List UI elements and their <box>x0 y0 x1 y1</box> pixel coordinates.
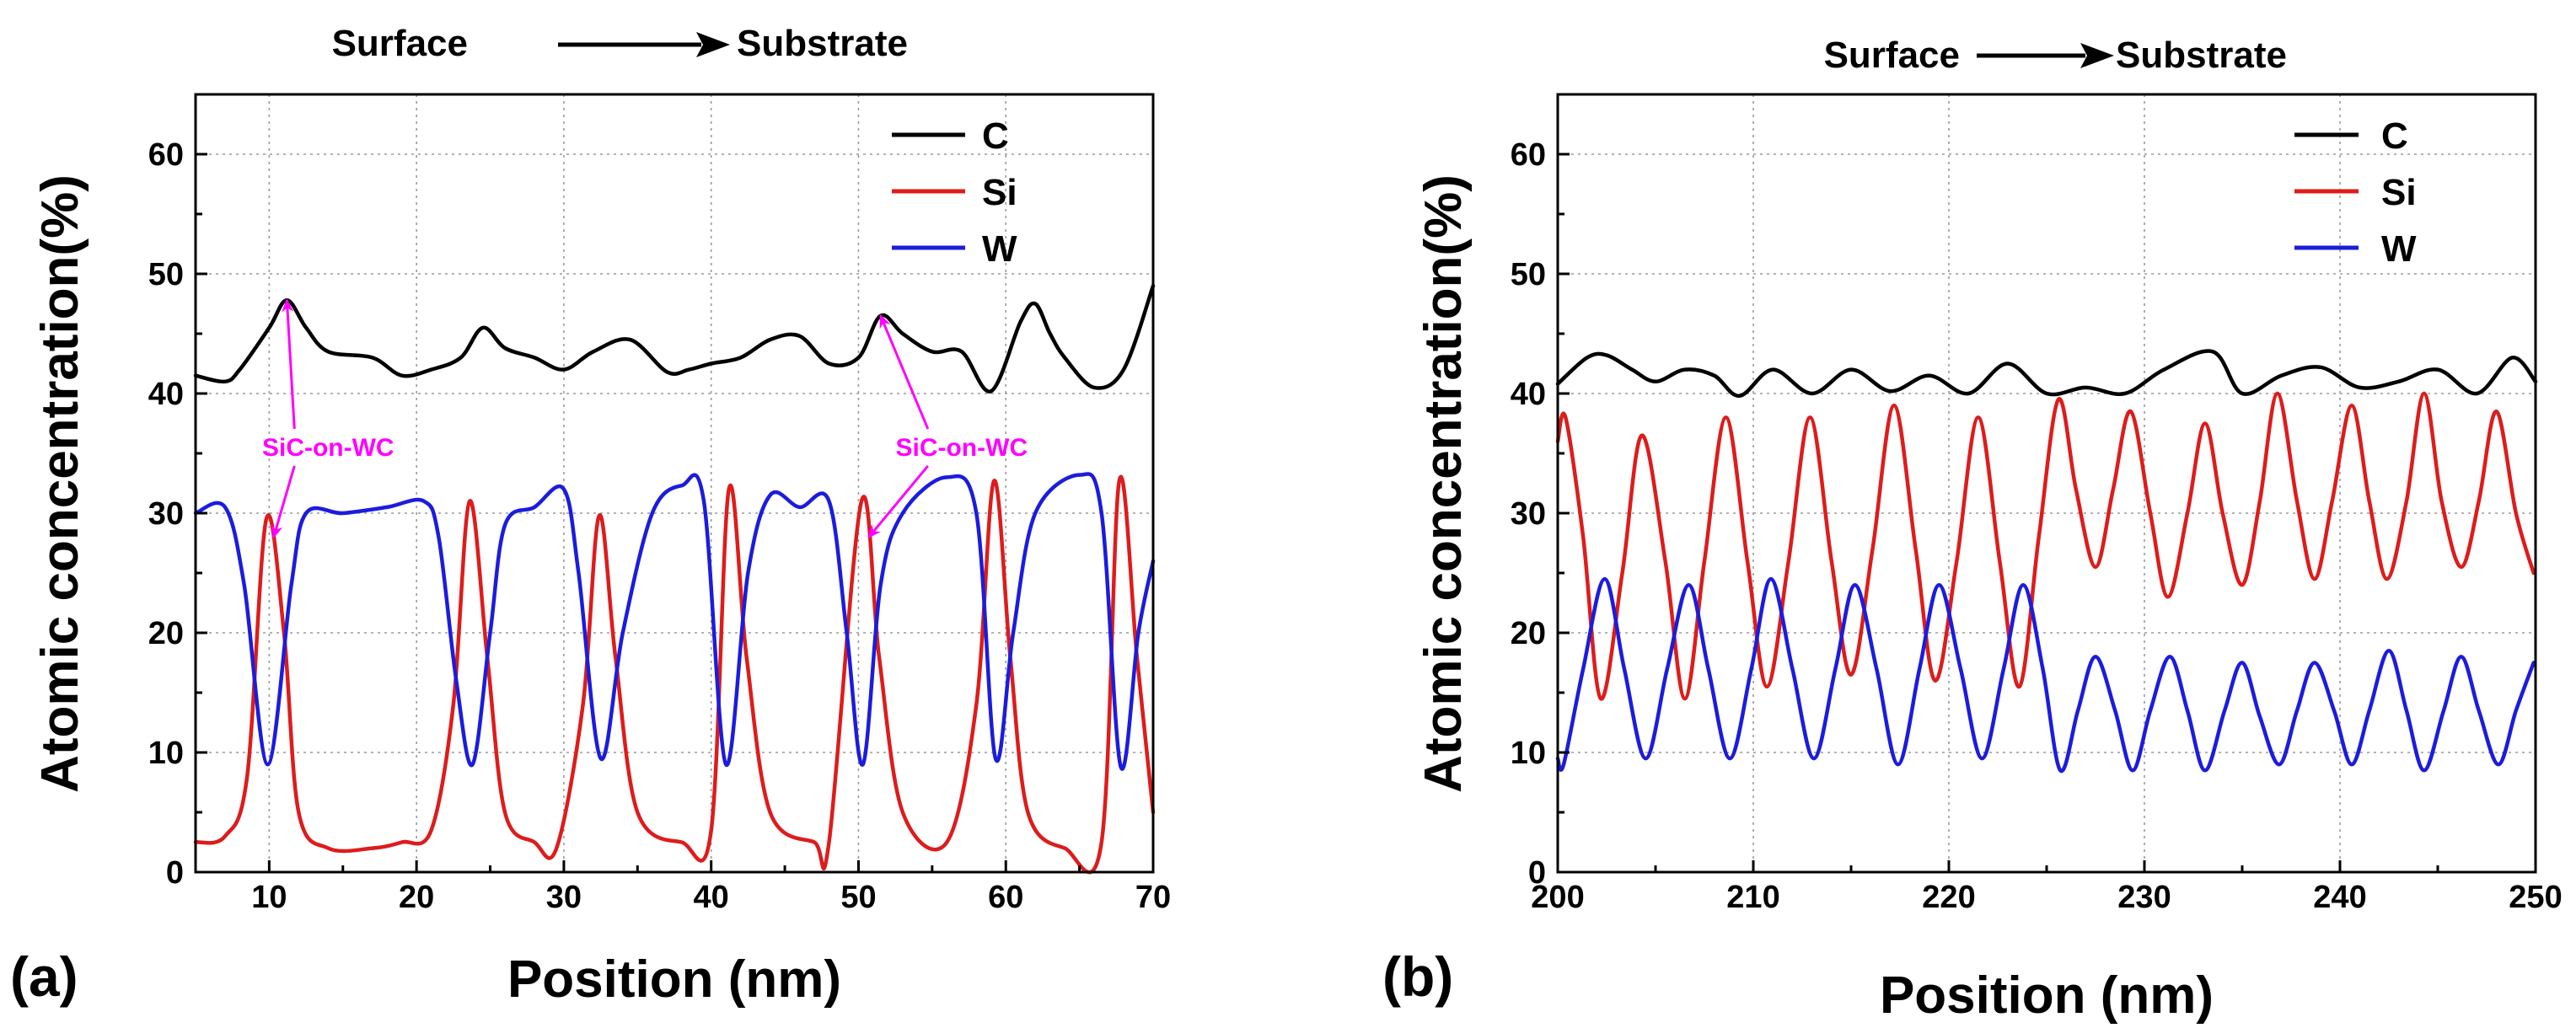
panel-b-series <box>1555 349 2538 774</box>
panel-a-x-tick-label: 30 <box>546 880 582 915</box>
panel-a-x-tick-label: 70 <box>1135 880 1171 915</box>
panel-a-annotation-arrow <box>879 313 930 430</box>
panel-a-y-tick-label: 20 <box>148 616 184 651</box>
panel-a-legend-label-w: W <box>982 228 1017 270</box>
panel-a: Surface Substrate 10 20 30 40 50 60 70 0 10 20 30 4… <box>10 23 1171 1009</box>
panel-b-y-tick-label: 40 <box>1511 377 1546 412</box>
panel-a-y-tick-label: 10 <box>148 736 184 771</box>
panel-b-legend-label-c: C <box>2381 115 2408 157</box>
panel-b-x-tick-label: 230 <box>2117 880 2171 915</box>
panel-a-x-tick-label: 50 <box>840 880 876 915</box>
panel-b-y-tick-label: 60 <box>1511 137 1546 173</box>
panel-a-annotation-arrow <box>271 465 296 539</box>
panel-b-x-tick-label: 210 <box>1726 880 1779 915</box>
panel-b-header-right: Substrate <box>2116 35 2287 76</box>
panel-a-series <box>193 283 1156 875</box>
panel-a-annotation-label: SiC-on-WC <box>895 434 1028 462</box>
panel-b-legend-label-w: W <box>2381 228 2417 270</box>
panel-a-series-c-line <box>193 283 1156 394</box>
panel-a-legend: C Si W <box>892 115 1017 270</box>
panel-a-y-tick-label: 40 <box>148 377 184 412</box>
panel-a-plot-frame <box>194 93 1155 874</box>
panel-a-legend-label-c: C <box>982 115 1009 157</box>
panel-b-y-tick-label: 30 <box>1511 496 1546 532</box>
panel-a-header-arrow <box>558 32 730 57</box>
panel-b-y-tick-label: 0 <box>1528 855 1546 891</box>
panel-a-y-axis-label: Atomic concentration(%) <box>31 174 89 793</box>
panel-a-y-tick-label: 30 <box>148 496 184 532</box>
panel-b-legend: C Si W <box>2294 115 2417 270</box>
panel-a-annotation-arrow <box>867 464 929 538</box>
panel-b-label: (b) <box>1382 945 1453 1008</box>
panel-b-series-si-line <box>1555 391 2536 701</box>
panel-b-header: Surface Substrate <box>1824 35 2287 76</box>
panel-a-x-tick-label: 40 <box>694 880 729 915</box>
panel-b-header-left: Surface <box>1824 35 1960 76</box>
panel-a-annotation-arrow <box>282 298 296 429</box>
panel-a-ticks: 10 20 30 40 50 60 70 0 10 20 30 40 50 60 <box>148 93 1171 915</box>
panel-a-header: Surface Substrate <box>332 23 908 64</box>
panel-b-legend-label-si: Si <box>2381 172 2417 213</box>
panel-a-header-right: Substrate <box>737 23 908 64</box>
panel-a-x-axis-label: Position (nm) <box>507 950 841 1009</box>
panel-b-header-arrow <box>1977 43 2114 68</box>
panel-b-y-tick-label: 20 <box>1511 616 1546 651</box>
panel-b-y-axis-label: Atomic concentration(%) <box>1414 174 1473 793</box>
panel-b-x-tick-label: 200 <box>1531 880 1584 915</box>
panel-a-label: (a) <box>10 945 78 1008</box>
panel-a-annotation-label: SiC-on-WC <box>262 434 394 462</box>
panel-b-x-tick-label: 220 <box>1922 880 1975 915</box>
panel-b-x-tick-label: 240 <box>2313 880 2366 915</box>
panel-a-x-tick-label: 60 <box>988 880 1023 915</box>
panel-a-y-tick-label: 50 <box>148 257 184 292</box>
panel-b-series-w-line <box>1555 576 2536 774</box>
panel-a-x-tick-label: 10 <box>251 880 287 915</box>
panel-a-y-tick-label: 0 <box>166 855 184 891</box>
panel-a-legend-label-si: Si <box>982 172 1017 213</box>
panel-b-grid <box>1558 94 2536 872</box>
panel-b: Surface Substrate 200 210 220 230 240 2500102… <box>1382 35 2563 1025</box>
panel-a-series-w-line <box>193 472 1156 771</box>
panel-a-y-tick-label: 60 <box>148 137 184 173</box>
panel-b-y-tick-label: 10 <box>1511 736 1546 771</box>
panel-a-header-left: Surface <box>332 23 468 64</box>
panel-b-ticks: 200 210 220 230 240 250 0 10 20 30 40 50 60 <box>1511 93 2563 915</box>
panel-b-series-c-line <box>1555 349 2538 399</box>
panel-a-annotations: SiC-on-WC SiC-on-WC <box>262 298 1028 539</box>
panel-a-x-tick-label: 20 <box>399 880 434 915</box>
panel-b-y-tick-label: 50 <box>1511 257 1546 292</box>
panel-b-x-tick-label: 250 <box>2509 880 2562 915</box>
panel-b-x-axis-label: Position (nm) <box>1880 966 2214 1025</box>
